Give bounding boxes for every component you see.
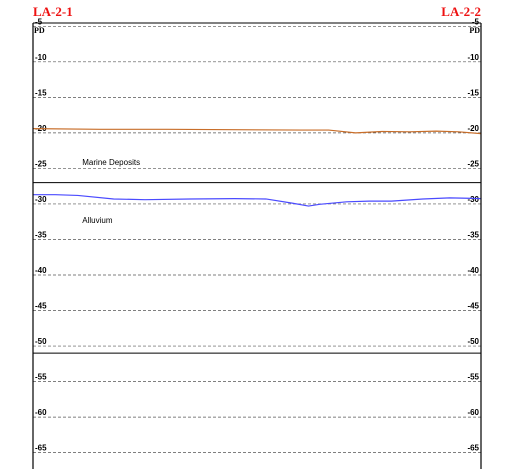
left-depth-tick-label: -15 [35, 88, 47, 97]
stratum-label: Marine Deposits [82, 158, 140, 167]
marine-alluvium-interface [33, 194, 482, 207]
left-depth-tick-label: -45 [35, 302, 47, 311]
right-depth-tick-label: -55 [467, 373, 479, 382]
right-depth-tick-label: -45 [467, 302, 479, 311]
profile-lines [32, 128, 482, 207]
right-depth-tick-label: -40 [467, 266, 479, 275]
left-unit-label: PD [34, 26, 45, 35]
right-depth-tick-label: -10 [467, 53, 479, 62]
left-depth-tick-label: -65 [35, 444, 47, 453]
right-depth-tick-label: -25 [467, 159, 479, 168]
right-depth-tick-label: -65 [467, 444, 479, 453]
right-depth-tick-label: -35 [467, 230, 479, 239]
stratum-label: Alluvium [82, 216, 113, 225]
left-depth-tick-label: -35 [35, 230, 47, 239]
right-unit-label: PD [469, 26, 480, 35]
left-depth-tick-label: -25 [35, 159, 47, 168]
labels: LA-2-1 LA-2-2 PD PD Marine Deposits Alluv… [33, 4, 481, 225]
depth-grid: -5 -5-10 -10-15 -15-20 -20-25 -25-30 -30-35 -35… [33, 17, 481, 454]
right-depth-tick-label: -15 [467, 88, 479, 97]
left-depth-tick-label: -10 [35, 53, 47, 62]
right-depth-tick-label: -30 [467, 195, 479, 204]
left-depth-tick-label: -50 [35, 337, 47, 346]
right-depth-tick-label: -5 [472, 17, 480, 26]
right-depth-tick-label: -20 [467, 124, 479, 133]
left-depth-tick-label: -30 [35, 195, 47, 204]
section-frame [32, 22, 482, 469]
left-depth-tick-label: -55 [35, 373, 47, 382]
seabed-profile [32, 128, 482, 135]
right-depth-tick-label: -60 [467, 408, 479, 417]
left-depth-tick-label: -40 [35, 266, 47, 275]
right-depth-tick-label: -50 [467, 337, 479, 346]
left-depth-tick-label: -5 [35, 17, 43, 26]
left-borehole-label: LA-2-1 [33, 4, 73, 19]
right-borehole-label: LA-2-2 [441, 4, 481, 19]
left-depth-tick-label: -60 [35, 408, 47, 417]
